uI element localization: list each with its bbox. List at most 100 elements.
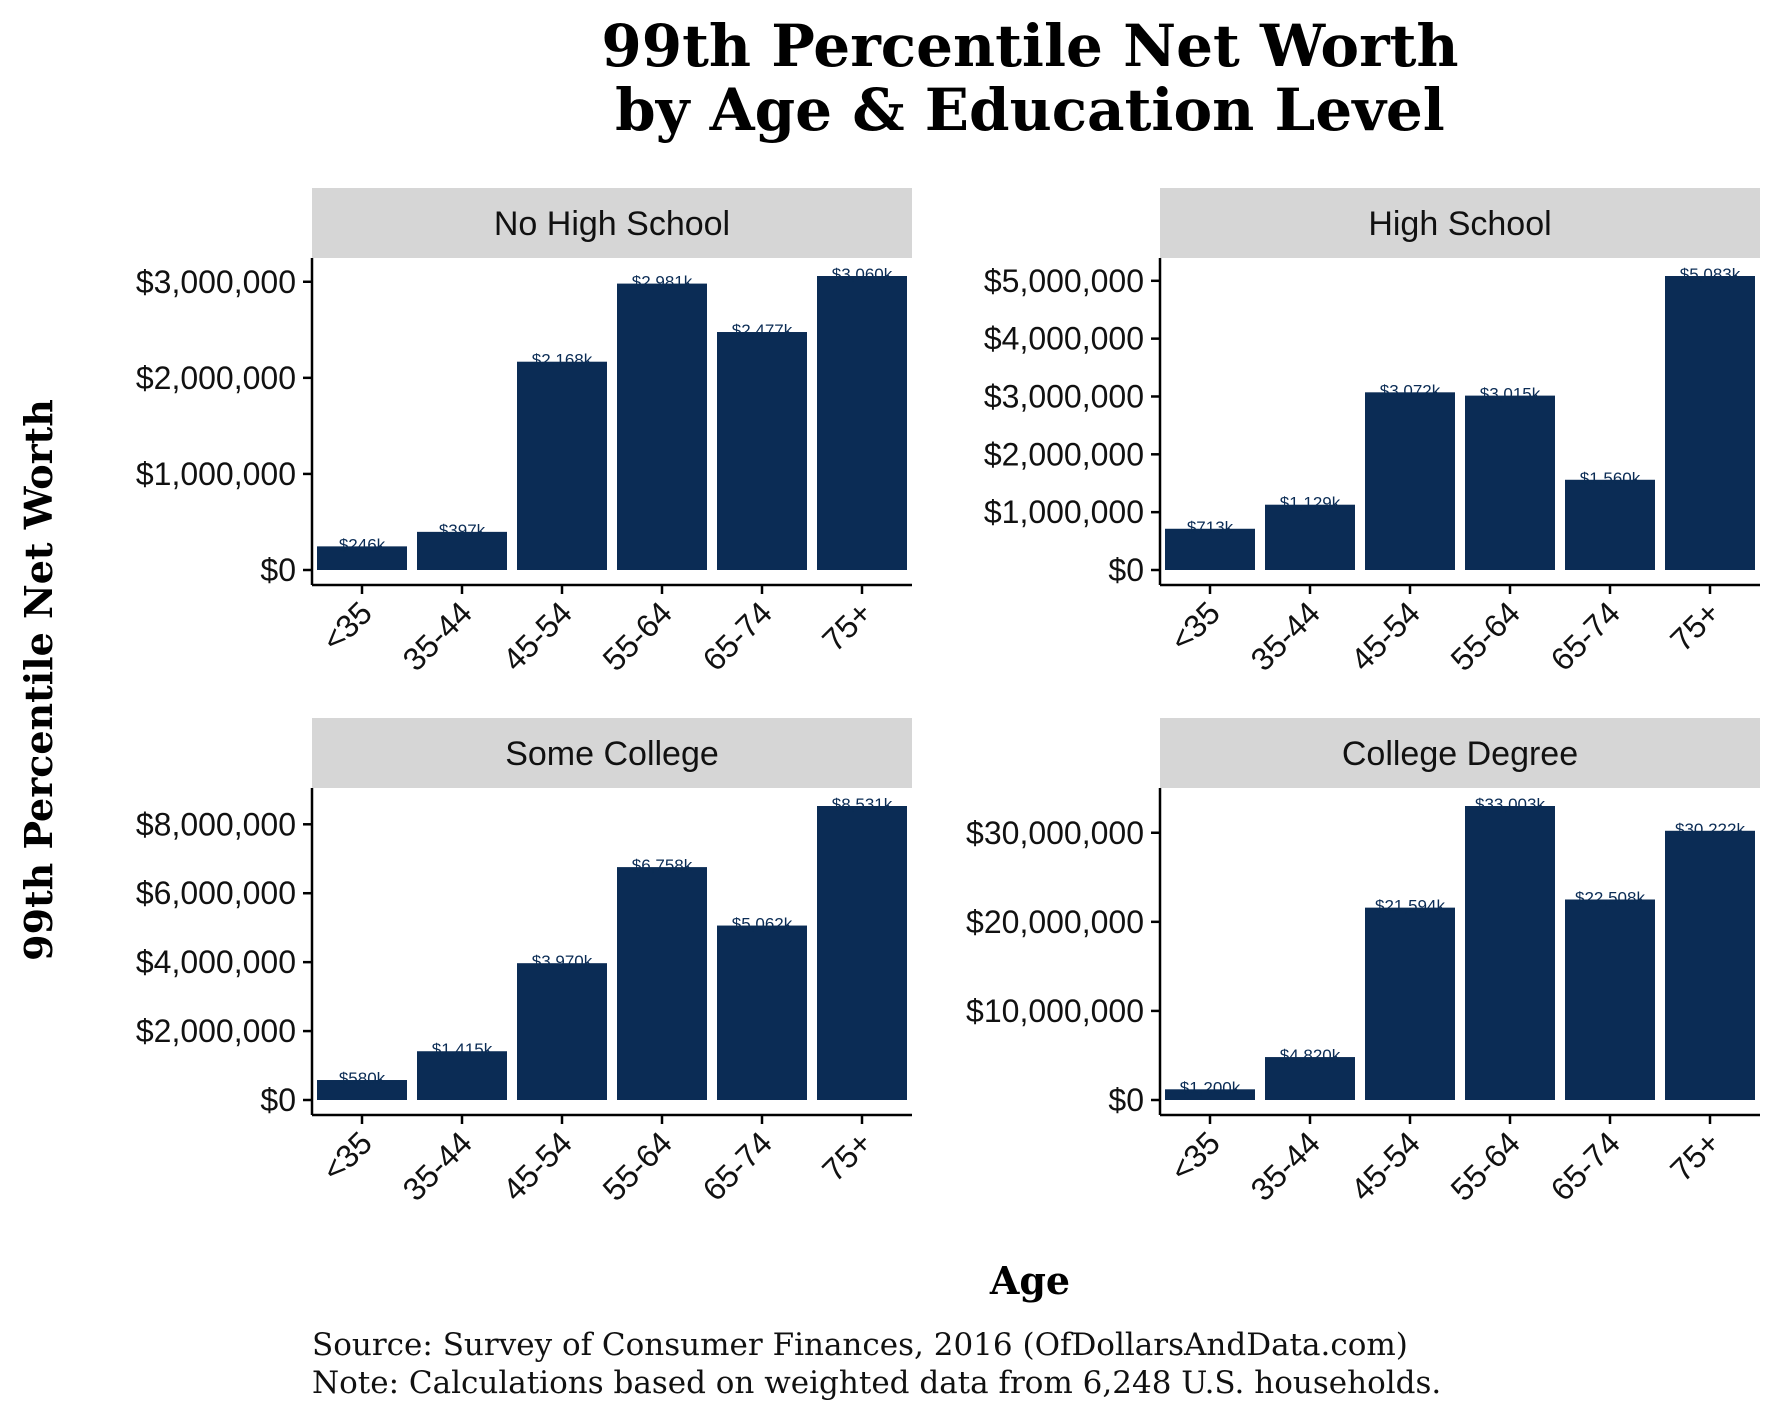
facet-strip-label: College Degree: [1342, 735, 1578, 773]
y-tick-label: $5,000,000: [984, 263, 1144, 299]
data-label: $3,072k: [1380, 381, 1441, 400]
data-label: $4,820k: [1280, 1046, 1341, 1065]
x-tick-label: 35-44: [1244, 594, 1327, 677]
x-tick-label: 65-74: [696, 594, 779, 677]
data-label: $580k: [339, 1069, 386, 1088]
bar: [1565, 899, 1655, 1100]
bar: [1665, 830, 1755, 1100]
x-tick-label: 35-44: [396, 1124, 479, 1207]
facet-strip: [312, 188, 912, 258]
bar: [1465, 806, 1555, 1100]
x-tick-label: 35-44: [1244, 1124, 1327, 1207]
x-tick-label: 45-54: [1344, 1124, 1427, 1207]
x-tick-label: 55-64: [596, 1124, 679, 1207]
bar: [817, 806, 907, 1100]
x-tick-label: 75+: [815, 1124, 879, 1188]
x-tick-label: <35: [315, 1124, 379, 1188]
data-label: $22,508k: [1575, 888, 1645, 907]
data-label: $3,060k: [832, 265, 893, 284]
data-label: $2,477k: [732, 321, 793, 340]
facet-strip-label: No High School: [494, 205, 730, 243]
x-tick-label: 75+: [815, 594, 879, 658]
data-label: $1,200k: [1180, 1078, 1241, 1097]
bar: [317, 546, 407, 570]
y-tick-label: $0: [1108, 552, 1144, 588]
chart-title-line-1: 99th Percentile Net Worth: [601, 12, 1458, 80]
bar: [1365, 392, 1455, 570]
bar: [1265, 504, 1355, 570]
y-tick-label: $1,000,000: [136, 456, 296, 492]
data-label: $713k: [1187, 518, 1234, 537]
y-tick-label: $20,000,000: [966, 904, 1144, 940]
data-label: $2,981k: [632, 273, 693, 292]
data-label: $1,129k: [1280, 494, 1341, 513]
y-tick-label: $2,000,000: [136, 360, 296, 396]
bar: [1565, 479, 1655, 570]
x-tick-label: 45-54: [496, 1124, 579, 1207]
chart-title-line-2: by Age & Education Level: [615, 76, 1445, 144]
data-label: $33,003k: [1475, 795, 1545, 814]
x-tick-label: <35: [315, 594, 379, 658]
y-tick-label: $4,000,000: [984, 321, 1144, 357]
x-tick-label: 75+: [1663, 594, 1727, 658]
bar: [1665, 276, 1755, 570]
y-tick-label: $3,000,000: [136, 264, 296, 300]
x-axis-title: Age: [989, 1258, 1070, 1303]
facet-strip: [312, 718, 912, 788]
x-tick-label: <35: [1163, 1124, 1227, 1188]
y-axis-title: 99th Percentile Net Worth: [16, 399, 61, 961]
data-label: $30,222k: [1675, 820, 1745, 839]
data-label: $3,970k: [532, 952, 593, 971]
bar: [517, 963, 607, 1100]
facet-2: Some College $580k $1,415k $3,970k $6,758k $5…: [136, 718, 912, 1208]
data-label: $21,594k: [1375, 897, 1445, 916]
x-tick-label: 55-64: [1444, 594, 1527, 677]
y-tick-label: $0: [260, 552, 296, 588]
facet-strip: [1160, 718, 1760, 788]
bar: [1165, 1089, 1255, 1100]
facet-1: High School $713k $1,129k $3,072k $3,015k $1,…: [984, 188, 1760, 678]
y-tick-label: $10,000,000: [966, 993, 1144, 1029]
facet-panels: No High School $246k $397k $2,168k $2,981k $2…: [136, 188, 1760, 1208]
y-tick-label: $30,000,000: [966, 815, 1144, 851]
bar: [717, 332, 807, 570]
caption-source: Source: Survey of Consumer Finances, 201…: [312, 1327, 1408, 1363]
x-tick-label: 65-74: [1544, 594, 1627, 677]
bar: [1465, 395, 1555, 570]
bar: [617, 867, 707, 1100]
x-tick-label: 45-54: [1344, 594, 1427, 677]
y-tick-label: $1,000,000: [984, 494, 1144, 530]
bar: [1265, 1057, 1355, 1100]
bar: [817, 276, 907, 570]
data-label: $2,168k: [532, 351, 593, 370]
facet-3: College Degree $1,200k $4,820k $21,594k $33,…: [966, 718, 1760, 1208]
facet-strip-label: Some College: [505, 735, 719, 773]
y-tick-label: $0: [260, 1082, 296, 1118]
data-label: $5,062k: [732, 915, 793, 934]
facet-strip: [1160, 188, 1760, 258]
y-tick-label: $2,000,000: [984, 436, 1144, 472]
x-tick-label: 75+: [1663, 1124, 1727, 1188]
x-tick-label: 45-54: [496, 594, 579, 677]
bar: [717, 925, 807, 1100]
data-label: $397k: [439, 521, 486, 540]
y-tick-label: $4,000,000: [136, 944, 296, 980]
data-label: $6,758k: [632, 856, 693, 875]
data-label: $1,560k: [1580, 469, 1641, 488]
data-label: $3,015k: [1480, 385, 1541, 404]
data-label: $8,531k: [832, 795, 893, 814]
bar: [1365, 907, 1455, 1100]
data-label: $1,415k: [432, 1040, 493, 1059]
caption-note: Note: Calculations based on weighted dat…: [312, 1365, 1441, 1401]
x-tick-label: 55-64: [1444, 1124, 1527, 1207]
bar: [417, 1051, 507, 1100]
x-tick-label: 65-74: [696, 1124, 779, 1207]
y-tick-label: $6,000,000: [136, 875, 296, 911]
bar: [417, 531, 507, 570]
facet-strip-label: High School: [1368, 205, 1551, 243]
bar: [317, 1080, 407, 1100]
bar: [517, 361, 607, 570]
bar: [1165, 528, 1255, 570]
bar: [617, 283, 707, 570]
